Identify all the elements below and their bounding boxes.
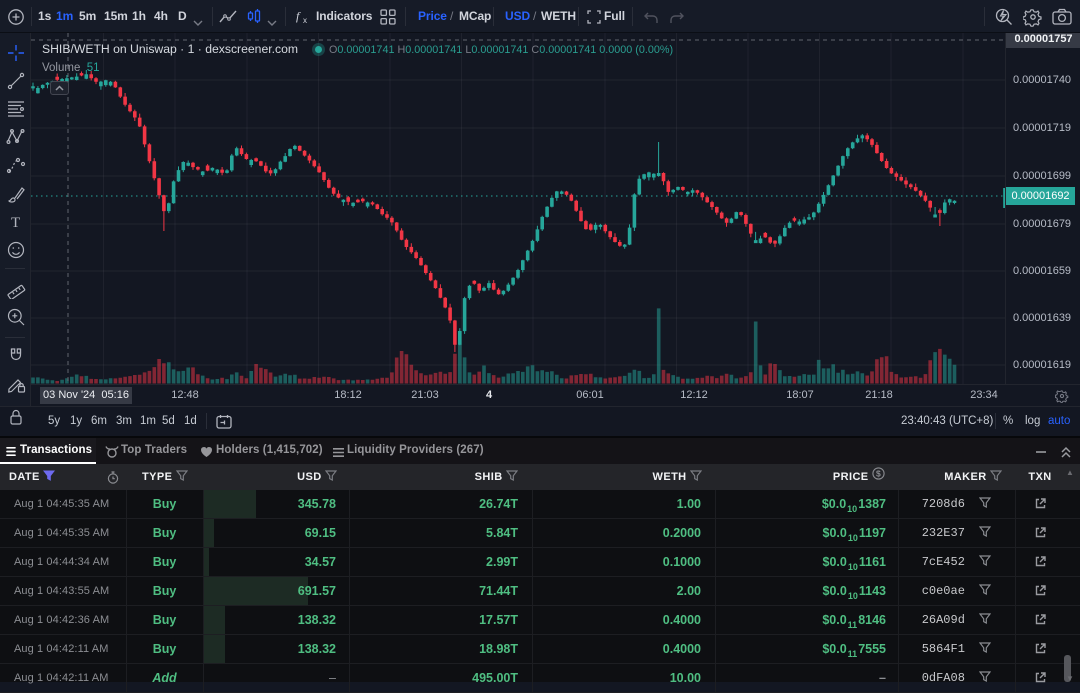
svg-text:x: x	[303, 16, 307, 25]
svg-text:$: $	[876, 469, 881, 479]
svg-text:T: T	[11, 215, 20, 231]
svg-text:f: f	[296, 9, 301, 23]
